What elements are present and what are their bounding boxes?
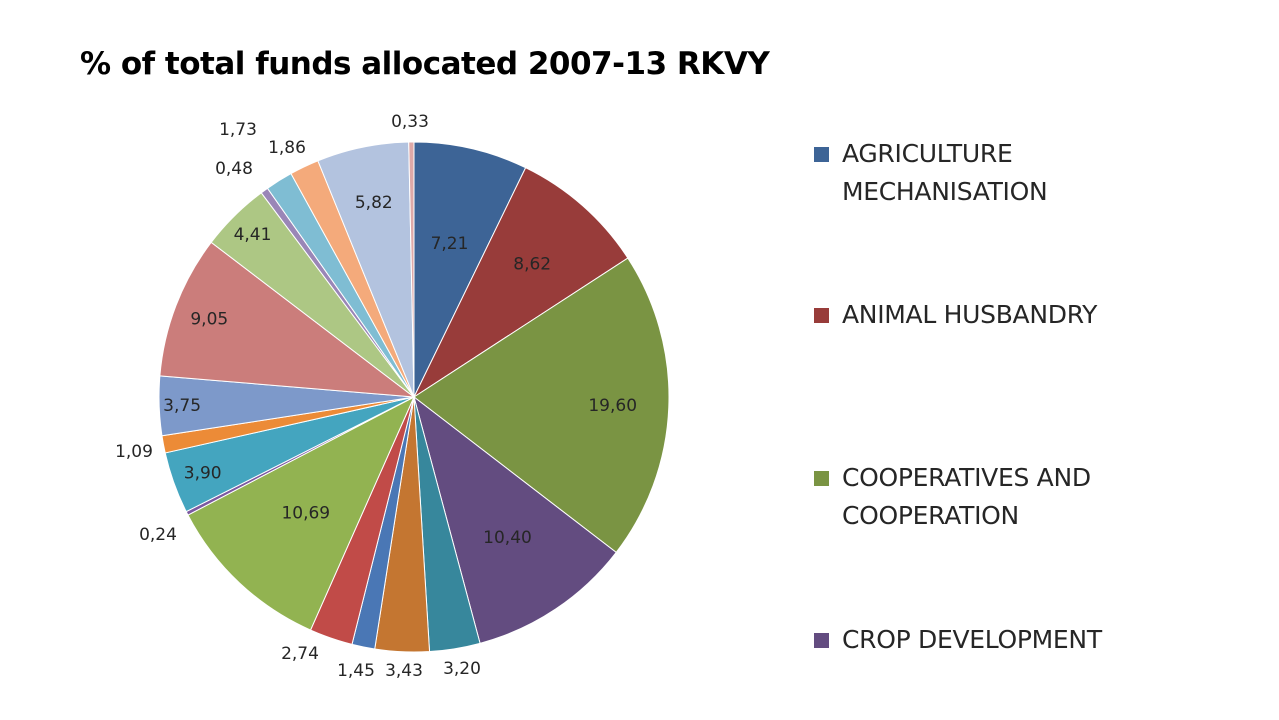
slice-value-label: 1,09 (115, 442, 153, 462)
slice-value-label: 3,20 (443, 659, 481, 679)
slice-value-label: 3,43 (385, 661, 423, 681)
legend-swatch (814, 633, 829, 648)
slice-value-label: 0,24 (139, 525, 177, 545)
legend-label: COOPERATIVES AND COOPERATION (842, 463, 1091, 530)
slice-value-label: 1,86 (268, 138, 306, 158)
slice-value-label: 19,60 (588, 396, 637, 416)
pie-slice (413, 395, 617, 644)
slice-value-label: 3,75 (163, 396, 201, 416)
slice-value-label: 0,33 (391, 112, 429, 132)
slice-value-label: 8,62 (513, 254, 551, 274)
pie-slice (159, 241, 416, 398)
slice-value-label: 7,21 (431, 234, 469, 254)
slice-value-label: 3,90 (184, 464, 222, 484)
legend-swatch (814, 308, 829, 323)
pie-chart: 7,21 8,62 19,60 10,40 3,20 3,43 1,45 2,74 10,69 0… (115, 112, 670, 681)
slice-value-label: 1,45 (337, 661, 375, 681)
slice-value-label: 2,74 (281, 644, 319, 664)
pie-slice (413, 141, 527, 398)
legend-label: CROP DEVELOPMENT (842, 625, 1102, 654)
legend-label: ANIMAL HUSBANDRY (842, 300, 1098, 329)
pie-slice (412, 167, 629, 399)
slice-value-label: 1,73 (219, 120, 257, 140)
slice-value-label: 5,82 (355, 193, 393, 213)
pie-slice (413, 257, 670, 554)
legend-swatch (814, 471, 829, 486)
legend-label: AGRICULTURE MECHANISATION (842, 139, 1048, 206)
slice-value-label: 0,48 (215, 159, 253, 179)
slice-value-label: 10,69 (281, 503, 330, 523)
legend: AGRICULTURE MECHANISATION ANIMAL HUSBAND… (814, 0, 1144, 720)
pie-slice (187, 395, 416, 631)
legend-swatch (814, 147, 829, 162)
slice-value-label: 10,40 (483, 528, 532, 548)
pie-slice (408, 141, 415, 398)
chart-title: % of total funds allocated 2007-13 RKVY (80, 46, 770, 82)
slice-value-label: 9,05 (190, 309, 228, 329)
slice-value-label: 4,41 (234, 225, 272, 245)
